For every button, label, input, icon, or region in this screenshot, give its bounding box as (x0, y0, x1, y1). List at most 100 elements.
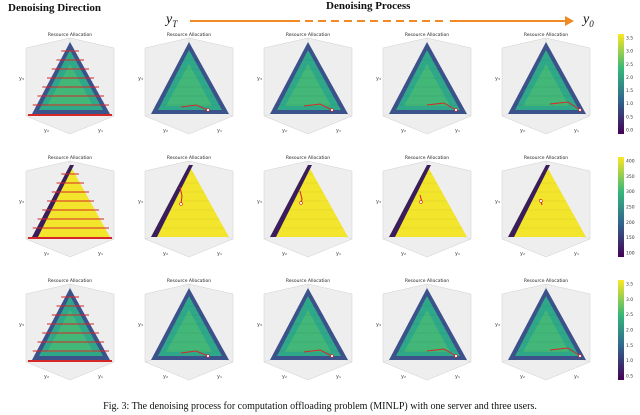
simplex-surface (158, 296, 222, 356)
panel-r2-c1: Resource Allocation y₂ y₁ y₃ (19, 155, 115, 258)
axis-label-y2: y₂ (44, 128, 49, 134)
simplex-surface (270, 165, 348, 237)
axis-label-y3: y₃ (19, 199, 24, 205)
simplex-surface (389, 165, 467, 237)
simplex-highlight (404, 310, 450, 352)
axis-label-y3: y₃ (257, 76, 262, 82)
denoising-trajectory (179, 186, 183, 205)
denoising-process-title: Denoising Process (326, 0, 411, 12)
panel-title: Resource Allocation (286, 155, 330, 161)
colorbar-tick-label: 2.5 (626, 312, 633, 318)
simplex-surface (151, 165, 229, 237)
panel-r1-c1: Resource Allocation y₂ y₁ y₃ (19, 32, 115, 135)
panel-r3-c5: Resource Allocation y₂ y₁ y₃ (495, 278, 591, 381)
axis-label-y3: y₃ (19, 76, 24, 82)
panel-title: Resource Allocation (167, 278, 211, 284)
denoising-trajectory (303, 349, 333, 357)
panel-title: Resource Allocation (48, 278, 92, 284)
axis-label-y2: y₂ (401, 251, 406, 257)
trajectory-point (578, 108, 582, 112)
panel-r2-c3: Resource Allocation y₂ y₁ y₃ (257, 155, 353, 258)
axis-label-y2: y₂ (44, 251, 49, 257)
panel-r3-c2: Resource Allocation y₂ y₁ y₃ (138, 278, 234, 381)
process-arrow-dashed (305, 20, 445, 22)
simplex-surface (396, 50, 460, 110)
trajectory-point (578, 354, 582, 358)
colorbar-tick-label: 400 (626, 159, 635, 165)
panel-grid: Resource Allocation y₂ y₁ y₃ Resource Alloca… (19, 32, 635, 381)
trajectory-point (454, 354, 458, 358)
colorbar-tick-label: 3.0 (626, 297, 633, 303)
colorbar-tick-label: 2.0 (626, 75, 633, 81)
colorbar-tick-label: 3.0 (626, 49, 633, 55)
simplex-surface (515, 50, 579, 110)
axis-label-y3: y₃ (257, 322, 262, 328)
panel-title: Resource Allocation (524, 278, 568, 284)
panel-r2-c4: Resource Allocation y₂ y₁ y₃ (376, 155, 472, 258)
axis-label-y3: y₃ (138, 199, 143, 205)
simplex-edge-band (389, 165, 431, 237)
axis-label-y2: y₂ (163, 374, 168, 380)
simplex-highlight (523, 64, 569, 106)
axis-label-y1: y₁ (455, 251, 460, 257)
axis-label-y3: y₃ (376, 199, 381, 205)
simplex-surface (39, 50, 103, 110)
trajectory-point (206, 108, 210, 112)
denoising-trajectory (426, 348, 457, 357)
simplex-highlight (47, 64, 93, 106)
trajectory-point (330, 354, 334, 358)
axis-label-y2: y₂ (401, 128, 406, 134)
axis-label-y2: y₂ (520, 251, 525, 257)
colorbar-tick-label: 200 (626, 220, 635, 226)
panel-r1-c3: Resource Allocation y₂ y₁ y₃ (257, 32, 353, 135)
colorbar-tick-label: 0.5 (626, 114, 633, 120)
axis-label-y3: y₃ (138, 76, 143, 82)
panel-title: Resource Allocation (167, 32, 211, 38)
colorbar (618, 34, 624, 134)
axis-label-y2: y₂ (163, 128, 168, 134)
panel-r2-c5: Resource Allocation y₂ y₁ y₃ (495, 155, 591, 258)
trajectory-point (299, 201, 303, 205)
simplex-highlight (47, 310, 93, 352)
simplex-highlight (285, 310, 331, 352)
panel-r3-c1: Resource Allocation y₂ y₁ y₃ (19, 278, 115, 381)
process-arrow-head (565, 16, 574, 26)
axis-label-y2: y₂ (163, 251, 168, 257)
colorbar-tick-label: 0.5 (626, 374, 633, 380)
axis-label-y3: y₃ (138, 322, 143, 328)
y-start-label: yT (166, 12, 178, 29)
colorbar-tick-label: 2.5 (626, 62, 633, 68)
panel-r1-c2: Resource Allocation y₂ y₁ y₃ (138, 32, 234, 135)
simplex-highlight (166, 310, 212, 352)
simplex-highlight (285, 64, 331, 106)
panel-title: Resource Allocation (405, 32, 449, 38)
axis-label-y2: y₂ (282, 374, 287, 380)
simplex-surface (39, 296, 103, 356)
panel-r1-c4: Resource Allocation y₂ y₁ y₃ (376, 32, 472, 135)
simplex-surface (515, 296, 579, 356)
colorbar (618, 157, 624, 257)
simplex-highlight (404, 64, 450, 106)
panel-r3-c3: Resource Allocation y₂ y₁ y₃ (257, 278, 353, 381)
axis-label-y1: y₁ (217, 128, 222, 134)
axis-label-y3: y₃ (495, 322, 500, 328)
axis-label-y1: y₁ (98, 374, 103, 380)
axis-label-y1: y₁ (574, 374, 579, 380)
axis-label-y3: y₃ (376, 322, 381, 328)
panel-title: Resource Allocation (48, 155, 92, 161)
denoising-trajectory (426, 102, 457, 111)
axis-label-y1: y₁ (336, 251, 341, 257)
panel-title: Resource Allocation (524, 155, 568, 161)
axis-label-y3: y₃ (495, 199, 500, 205)
denoising-trajectory (180, 104, 209, 111)
axis-label-y1: y₁ (336, 374, 341, 380)
panel-r1-c5: Resource Allocation y₂ y₁ y₃ (495, 32, 591, 135)
denoising-trajectory (303, 103, 333, 111)
panel-r2-c2: Resource Allocation y₂ y₁ y₃ (138, 155, 234, 258)
colorbar-tick-label: 0.0 (626, 128, 633, 134)
trajectory-point (206, 354, 210, 358)
denoising-trajectory (180, 350, 209, 357)
simplex-surface (508, 165, 586, 237)
panel-title: Resource Allocation (167, 155, 211, 161)
